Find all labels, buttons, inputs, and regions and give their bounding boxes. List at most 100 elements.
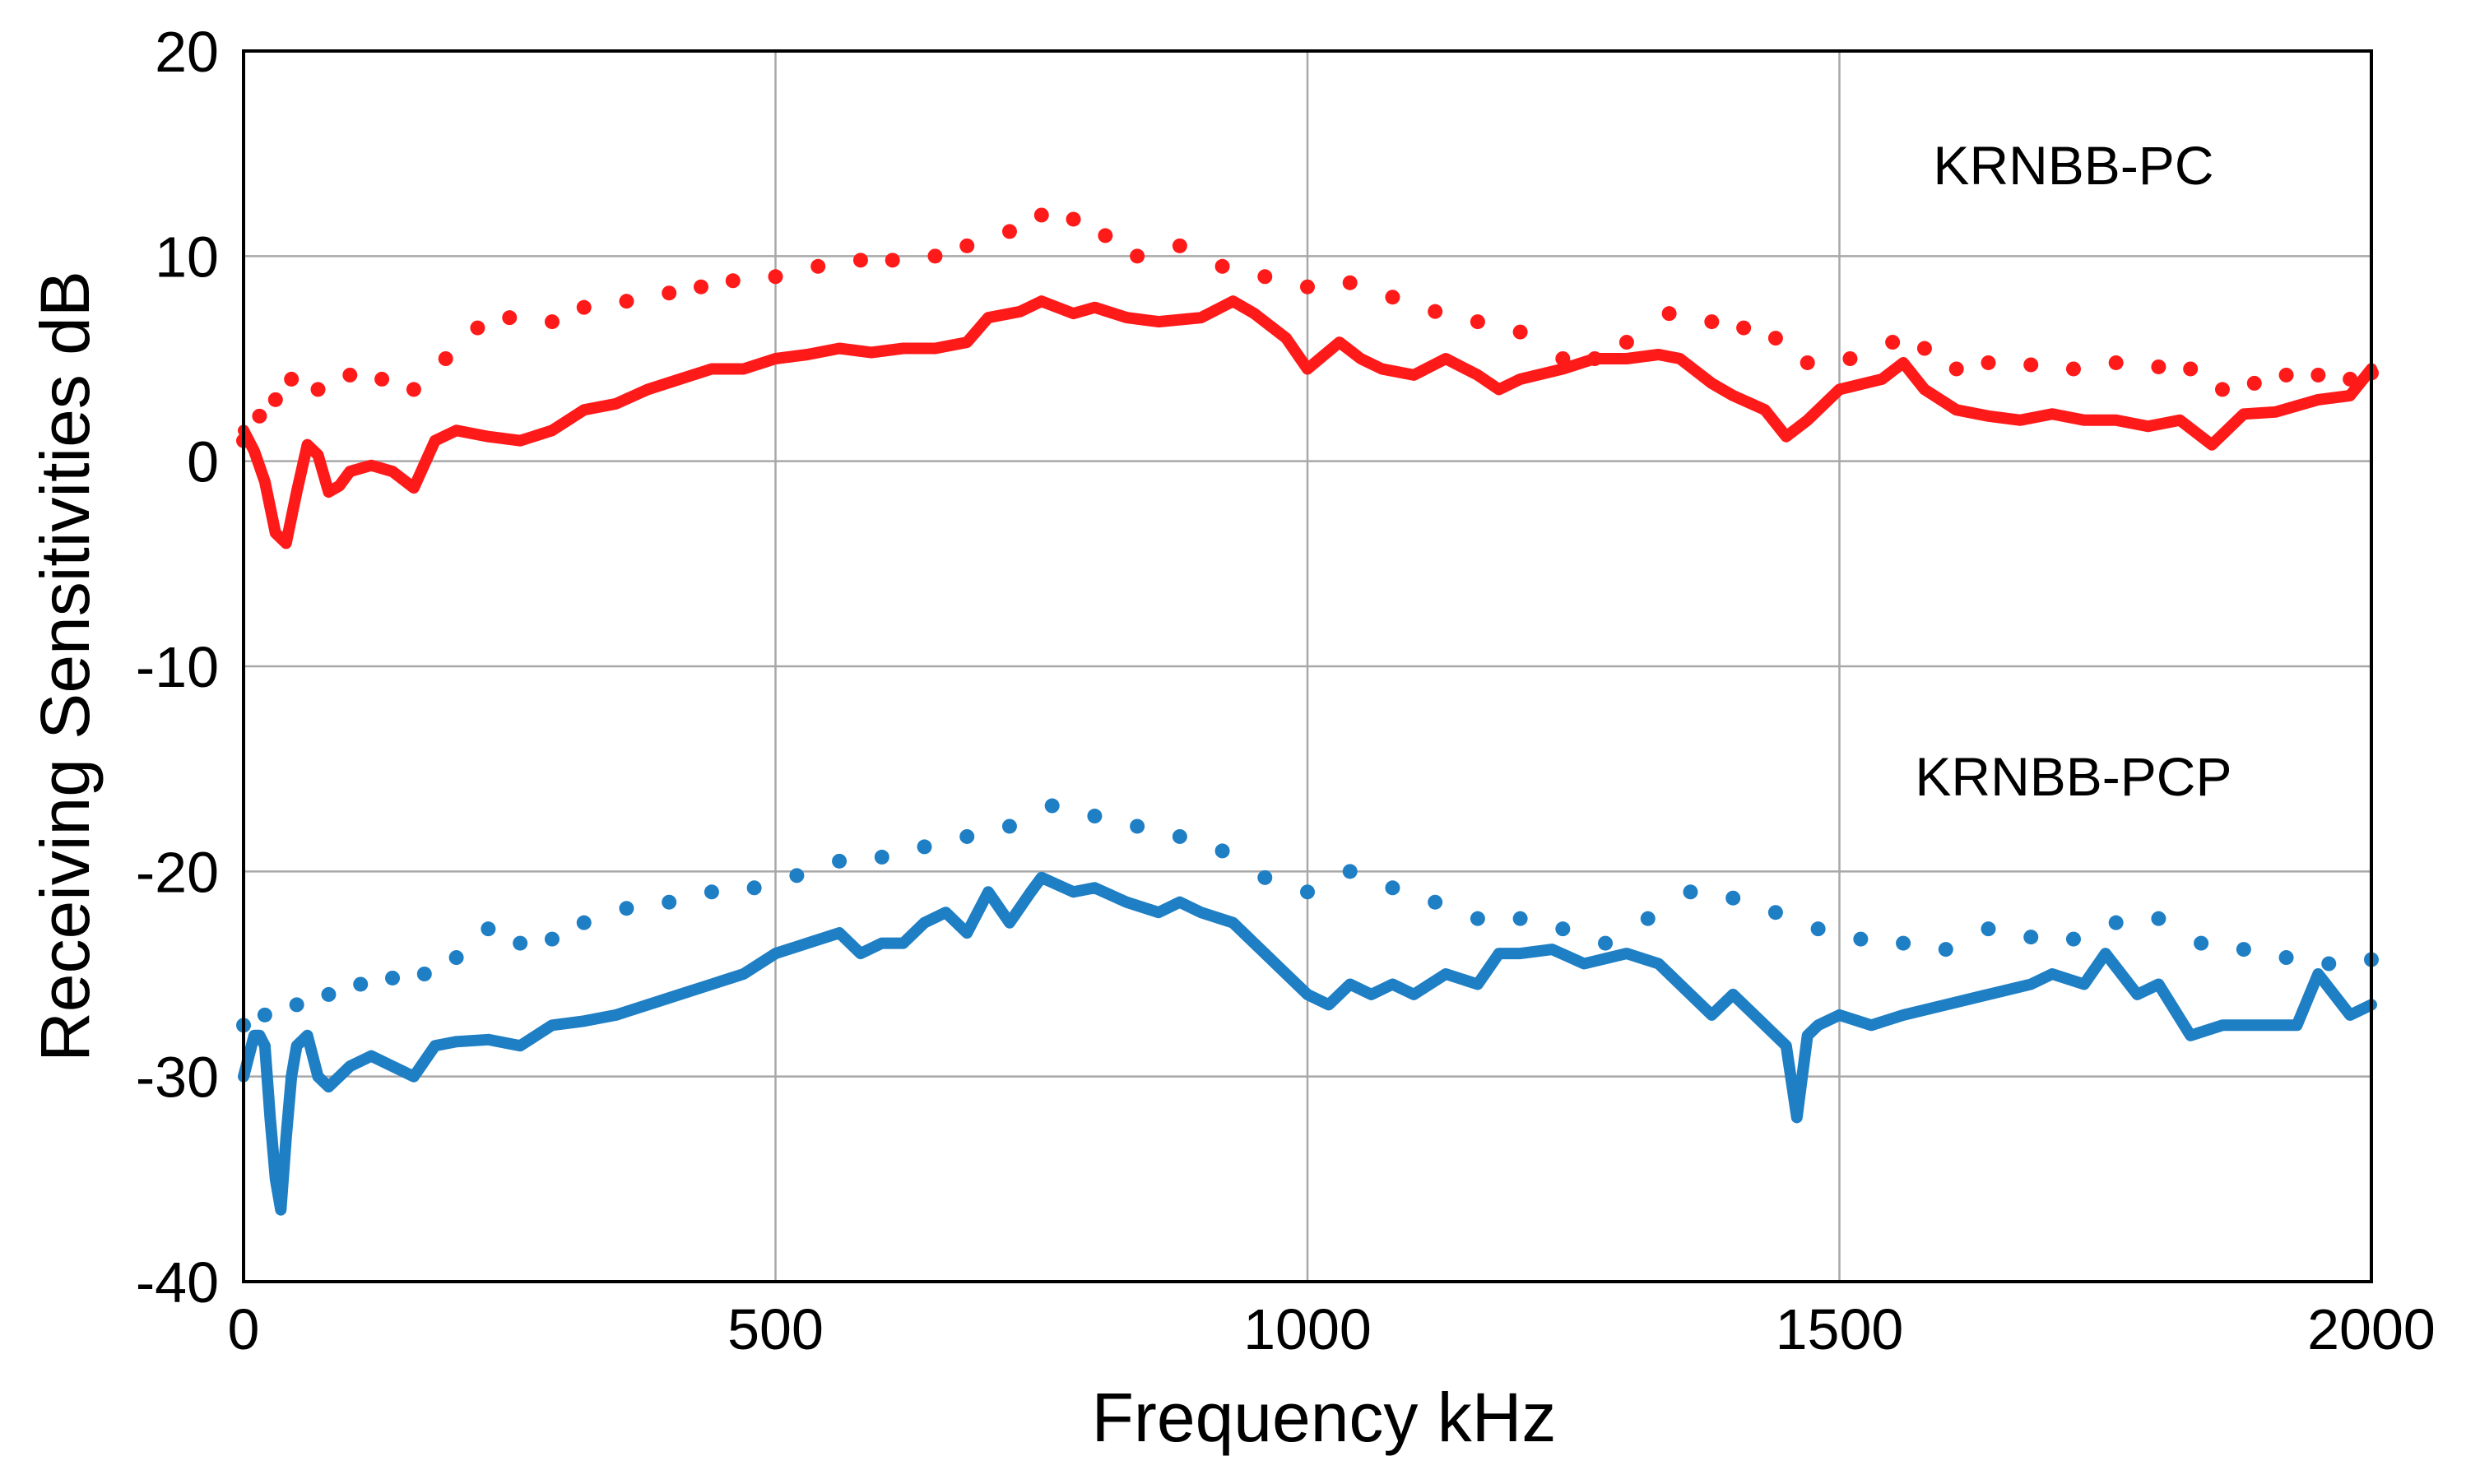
data-point: [1412, 993, 1415, 996]
data-point: [1582, 962, 1586, 966]
data-point: [1178, 901, 1182, 904]
data-point: [2023, 357, 2039, 373]
data-point: [1981, 355, 1996, 370]
data-point: [2083, 419, 2086, 422]
data-point: [2050, 412, 2054, 415]
data-point: [1257, 269, 1273, 285]
series-0: [238, 295, 2377, 550]
data-point: [1550, 948, 1553, 951]
data-point: [1806, 1034, 1809, 1037]
data-point: [2236, 942, 2251, 958]
data-point: [1981, 921, 1996, 937]
data-point: [1008, 921, 1011, 925]
data-point: [1359, 357, 1363, 360]
data-point: [725, 273, 741, 289]
data-point: [1838, 1013, 1841, 1017]
data-point: [742, 367, 745, 370]
y-tick-label: -30: [136, 1046, 219, 1110]
data-point: [1252, 312, 1256, 315]
data-point: [1385, 880, 1400, 896]
data-point: [1731, 993, 1735, 996]
annotations: KRNBB-PC KRNBB-PCP: [1915, 135, 2231, 807]
data-point: [2108, 915, 2124, 930]
data-point: [710, 982, 713, 985]
data-point: [2178, 419, 2181, 422]
data-point: [1683, 884, 1698, 900]
data-point: [486, 1038, 490, 1041]
data-point: [550, 429, 554, 432]
data-point: [1625, 357, 1628, 360]
data-point: [1498, 952, 1501, 955]
data-point: [1327, 1003, 1331, 1006]
data-point: [2343, 371, 2358, 387]
data-point: [1284, 972, 1288, 976]
data-point: [1512, 324, 1528, 340]
data-point: [1885, 335, 1901, 350]
data-point: [619, 901, 634, 916]
data-point: [337, 1075, 341, 1078]
data-point: [1800, 355, 1815, 370]
data-point: [1157, 320, 1160, 323]
data-point: [1916, 341, 1932, 356]
data-point: [2242, 412, 2245, 415]
data-point: [470, 320, 485, 336]
data-point: [518, 1044, 522, 1047]
data-point: [1157, 911, 1160, 914]
data-point: [1428, 894, 1443, 910]
data-point: [434, 1044, 437, 1047]
data-point: [987, 316, 990, 319]
data-point: [513, 935, 528, 951]
y-tick-label: -10: [136, 635, 219, 699]
data-point: [2348, 394, 2352, 397]
data-point: [1880, 378, 1883, 381]
data-point: [1172, 828, 1187, 844]
data-point: [284, 371, 300, 387]
data-point: [263, 1044, 267, 1047]
data-point: [448, 950, 464, 966]
data-point: [2274, 410, 2278, 414]
data-point: [2183, 361, 2199, 377]
data-point: [353, 976, 369, 992]
data-point: [1869, 1023, 1873, 1027]
data-point: [391, 1064, 394, 1068]
data-point: [2194, 935, 2209, 951]
data-point: [678, 993, 681, 996]
data-point: [1098, 228, 1113, 243]
data-point: [1093, 306, 1096, 309]
data-point: [838, 347, 841, 350]
data-point: [1200, 316, 1203, 319]
data-point: [1817, 1023, 1820, 1027]
data-point: [1125, 901, 1128, 904]
data-point: [1987, 993, 1990, 996]
x-tick-label: 2000: [2307, 1297, 2436, 1361]
plot-frame: [242, 49, 2373, 1283]
data-point: [704, 884, 719, 900]
data-point: [2065, 361, 2081, 377]
data-point: [1725, 890, 1741, 906]
data-point: [252, 408, 267, 424]
data-point: [2210, 443, 2213, 447]
data-point: [1512, 911, 1528, 926]
data-point: [710, 367, 713, 370]
data-point: [1785, 1044, 1788, 1047]
x-axis-label: Frequency kHz: [1092, 1379, 1557, 1456]
data-point: [2151, 359, 2166, 374]
data-point: [1767, 331, 1783, 346]
data-point: [1130, 248, 1145, 264]
data-point: [310, 382, 326, 397]
data-point: [810, 258, 826, 274]
data-point: [1587, 351, 1603, 366]
data-point: [1810, 921, 1826, 937]
data-point: [2278, 367, 2294, 383]
data-point: [662, 894, 677, 910]
data-point: [1444, 357, 1447, 360]
data-point: [2104, 952, 2107, 955]
data-point: [1838, 387, 1841, 391]
data-point: [2151, 911, 2166, 926]
data-point: [933, 347, 936, 350]
data-point: [406, 382, 421, 397]
data-point: [455, 429, 458, 432]
data-point: [832, 853, 848, 869]
data-point: [1661, 306, 1677, 322]
data-point: [1731, 394, 1735, 397]
